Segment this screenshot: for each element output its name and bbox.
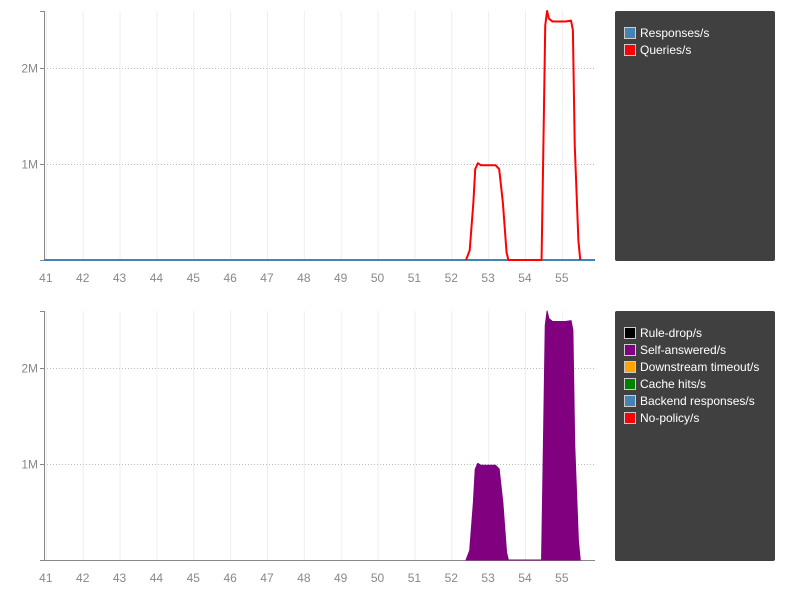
legend-item-rule-drop-s: Rule-drop/s <box>624 325 775 342</box>
x-tick-label: 50 <box>371 571 385 585</box>
x-tick-label: 46 <box>223 571 237 585</box>
x-tick-label: 43 <box>113 571 127 585</box>
x-tick-label: 48 <box>297 271 311 285</box>
legend-item-downstream-timeout-s: Downstream timeout/s <box>624 359 775 376</box>
x-tick-label: 46 <box>223 271 237 285</box>
x-tick-label: 44 <box>150 571 164 585</box>
queries-plot-svg: 1M 2M 41 42 43 44 45 46 47 48 49 50 51 52 53 54 55 <box>21 10 595 285</box>
legend-label: Rule-drop/s <box>640 326 703 340</box>
queries-chart: 1M 2M 41 42 43 44 45 46 47 48 49 50 51 52 53 54 55 Respo… <box>0 0 786 300</box>
legend-swatch <box>624 411 636 424</box>
x-tick-label: 47 <box>260 271 274 285</box>
x-tick-label: 41 <box>39 271 53 285</box>
legend-swatch <box>624 26 636 39</box>
x-tick-label: 54 <box>518 571 532 585</box>
y-tick-label: 1M <box>21 158 38 172</box>
x-tick-label: 48 <box>297 571 311 585</box>
x-tick-label: 53 <box>481 271 495 285</box>
x-tick-label: 51 <box>408 271 422 285</box>
legend-label: Downstream timeout/s <box>640 360 760 374</box>
legend-swatch <box>624 377 636 390</box>
x-tick-label: 44 <box>150 271 164 285</box>
y-tick-label: 2M <box>21 62 38 76</box>
x-tick-label: 41 <box>39 571 53 585</box>
series-area-self-answered-s <box>465 310 581 561</box>
queries-plot-area: 1M 2M 41 42 43 44 45 46 47 48 49 50 51 52 53 54 55 <box>0 0 600 300</box>
x-tick-label: 42 <box>76 271 90 285</box>
responses-breakdown-chart: 1M 2M 41 42 43 44 45 46 47 48 49 50 51 52 53 54 55 Rule-… <box>0 300 786 600</box>
legend-swatch <box>624 394 636 407</box>
legend-label: Backend responses/s <box>640 394 755 408</box>
x-tick-label: 52 <box>445 571 459 585</box>
queries-legend: Responses/s Queries/s <box>615 11 775 261</box>
x-tick-label: 53 <box>481 571 495 585</box>
x-tick-label: 54 <box>518 271 532 285</box>
legend-label: Cache hits/s <box>640 377 707 391</box>
legend-swatch <box>624 360 636 373</box>
legend-item-self-answered-s: Self-answered/s <box>624 342 775 359</box>
legend-item-no-policy-s: No-policy/s <box>624 410 775 427</box>
legend-item-queries-s: Queries/s <box>624 42 775 59</box>
legend-item-cache-hits-s: Cache hits/s <box>624 376 775 393</box>
x-tick-label: 49 <box>334 271 348 285</box>
x-tick-label: 45 <box>187 571 201 585</box>
legend-swatch <box>624 326 636 339</box>
x-tick-label: 55 <box>555 571 569 585</box>
legend-label: Self-answered/s <box>640 343 727 357</box>
x-tick-label: 42 <box>76 571 90 585</box>
x-tick-label: 45 <box>187 271 201 285</box>
legend-swatch <box>624 343 636 356</box>
legend-item-responses-s: Responses/s <box>624 25 775 42</box>
series-line-queries-s <box>465 10 582 261</box>
legend-swatch <box>624 43 636 56</box>
responses-breakdown-plot-svg: 1M 2M 41 42 43 44 45 46 47 48 49 50 51 52 53 54 55 <box>21 310 595 585</box>
legend-label: Queries/s <box>640 43 692 57</box>
y-tick-label: 1M <box>21 458 38 472</box>
x-tick-label: 50 <box>371 271 385 285</box>
responses-breakdown-legend: Rule-drop/s Self-answered/s Downstream tim… <box>615 311 775 561</box>
y-tick-label: 2M <box>21 362 38 376</box>
x-tick-label: 55 <box>555 271 569 285</box>
x-tick-label: 43 <box>113 271 127 285</box>
x-tick-label: 51 <box>408 571 422 585</box>
legend-label: Responses/s <box>640 26 710 40</box>
legend-label: No-policy/s <box>640 411 700 425</box>
x-tick-label: 47 <box>260 571 274 585</box>
x-tick-label: 49 <box>334 571 348 585</box>
x-tick-label: 52 <box>445 271 459 285</box>
legend-item-backend-responses-s: Backend responses/s <box>624 393 775 410</box>
responses-breakdown-plot-area: 1M 2M 41 42 43 44 45 46 47 48 49 50 51 52 53 54 55 <box>0 300 600 600</box>
